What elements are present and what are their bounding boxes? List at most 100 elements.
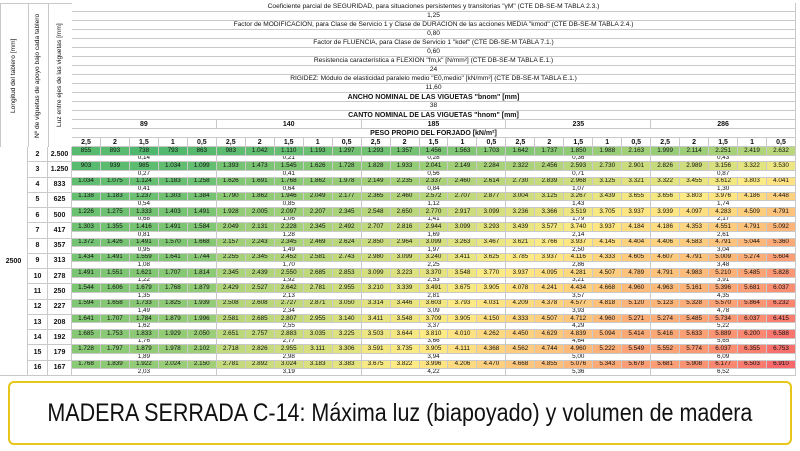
value-cell: 4.434 — [564, 284, 594, 293]
value-cell: 1.237 — [129, 192, 159, 202]
value-cell: 4.507 — [593, 269, 623, 278]
value-cell: 3.625 — [477, 253, 507, 263]
row-span: 278 — [48, 269, 72, 285]
header-label: Coeficiente parcial de SEGURIDAD, para s… — [72, 3, 796, 12]
value-cell: 2.685 — [303, 269, 333, 278]
value-cell: 4.583 — [680, 238, 710, 248]
volume-cell: 3,57 — [506, 292, 652, 300]
value-cell: 2.816 — [390, 223, 420, 232]
value-cell: 3.240 — [419, 253, 449, 263]
value-cell: 5.092 — [767, 223, 796, 232]
banner: MADERA SERRADA C-14: Máxima luz (biapoya… — [8, 381, 792, 445]
peso-value: 2 — [535, 138, 565, 147]
value-cell: 4.509 — [738, 208, 768, 217]
volume-cell: 1,92 — [216, 277, 362, 285]
volume-cell: 2,17 — [651, 216, 796, 224]
value-cell: 5.678 — [622, 360, 652, 370]
volume-cell: 2,03 — [72, 369, 217, 376]
value-cell: 1.303 — [72, 223, 101, 232]
value-cell: 2.131 — [245, 223, 275, 232]
value-cell: 5.908 — [680, 360, 710, 370]
value-cell: 3.939 — [651, 208, 681, 217]
value-cell: 1.784 — [129, 314, 159, 324]
value-cell: 4.241 — [535, 284, 565, 293]
row-count: 12 — [28, 299, 48, 315]
volume-cell: 5,22 — [651, 323, 796, 331]
value-cell: 1.996 — [187, 314, 217, 324]
value-cell: 1.193 — [303, 147, 333, 156]
value-cell: 2.624 — [332, 238, 362, 248]
value-cell: 1.384 — [187, 192, 217, 202]
value-cell: 4.791 — [680, 253, 710, 263]
value-cell: 2.149 — [361, 177, 391, 187]
value-cell: 1.850 — [564, 147, 594, 156]
value-cell: 3.024 — [274, 360, 304, 370]
peso-value: 2 — [680, 138, 710, 147]
value-cell: 2.157 — [216, 238, 246, 248]
value-cell: 3.937 — [593, 223, 623, 232]
value-cell: 3.548 — [390, 314, 420, 324]
value-cell: 1.183 — [158, 177, 188, 187]
value-cell: 863 — [187, 147, 217, 156]
value-cell: 2.853 — [332, 269, 362, 278]
value-cell: 2.730 — [506, 177, 536, 187]
value-cell: 1.594 — [72, 299, 101, 309]
value-cell: 1.491 — [100, 253, 130, 263]
volume-cell: 4,64 — [506, 338, 652, 346]
value-cell: 2.102 — [187, 345, 217, 354]
value-cell: 2.651 — [216, 330, 246, 339]
value-cell: 1.641 — [158, 253, 188, 263]
value-cell: 3.655 — [622, 192, 652, 202]
value-cell: 855 — [72, 147, 101, 156]
volume-cell: 0,56 — [361, 170, 507, 178]
peso-value: 1,5 — [274, 138, 304, 147]
side-header: Luz entre ejes de las viguetas [mm] — [48, 3, 72, 147]
value-cell: 3.803 — [738, 177, 768, 187]
value-cell: 3.803 — [680, 192, 710, 202]
value-cell: 3.411 — [448, 253, 478, 263]
value-cell: 2.892 — [245, 360, 275, 370]
value-cell: 4.668 — [593, 284, 623, 293]
volume-cell: 2,14 — [506, 231, 652, 239]
value-cell: 1.768 — [274, 177, 304, 187]
value-cell: 3.035 — [303, 330, 333, 339]
value-cell: 1.606 — [100, 284, 130, 293]
value-cell: 2.730 — [593, 162, 623, 171]
row-span: 167 — [48, 360, 72, 376]
value-cell: 1.862 — [245, 192, 275, 202]
value-cell: 5.485 — [738, 269, 768, 278]
value-cell: 1.357 — [390, 147, 420, 156]
value-cell: 1.999 — [651, 147, 681, 156]
value-cell: 5.044 — [738, 238, 768, 248]
value-cell: 1.626 — [303, 162, 333, 171]
value-cell: 1.491 — [187, 208, 217, 217]
volume-cell: 1,97 — [361, 247, 507, 254]
volume-cell: 0,68 — [72, 216, 217, 224]
value-cell: 2.642 — [274, 284, 304, 293]
value-cell: 4.010 — [448, 330, 478, 339]
value-cell: 1.928 — [216, 208, 246, 217]
value-cell: 5.681 — [738, 284, 768, 293]
volume-cell: 4,35 — [651, 292, 796, 300]
value-cell: 4.095 — [535, 269, 565, 278]
value-cell: 4.983 — [680, 269, 710, 278]
value-cell: 1.034 — [158, 162, 188, 171]
value-cell: 4.605 — [622, 253, 652, 263]
value-cell: 4.116 — [564, 253, 594, 263]
value-cell: 2.149 — [448, 162, 478, 171]
volume-cell: 1,74 — [651, 201, 796, 209]
volume-cell: 1,35 — [72, 292, 217, 300]
value-cell: 1.099 — [187, 162, 217, 171]
peso-value: 2 — [100, 138, 130, 147]
value-cell: 4.791 — [709, 238, 739, 248]
volume-cell: 2,53 — [361, 277, 507, 285]
value-cell: 2.005 — [245, 208, 275, 217]
volume-cell: 6,52 — [651, 369, 796, 376]
row-span: 357 — [48, 238, 72, 254]
value-cell: 3.267 — [564, 192, 594, 202]
peso-value: 1 — [593, 138, 623, 147]
value-cell: 3.370 — [419, 269, 449, 278]
value-cell: 3.411 — [361, 314, 391, 324]
canto-value: 140 — [216, 120, 362, 129]
canto-label: CANTO NOMINAL DE LAS VIGUETAS "hnom" [mm… — [72, 111, 796, 120]
